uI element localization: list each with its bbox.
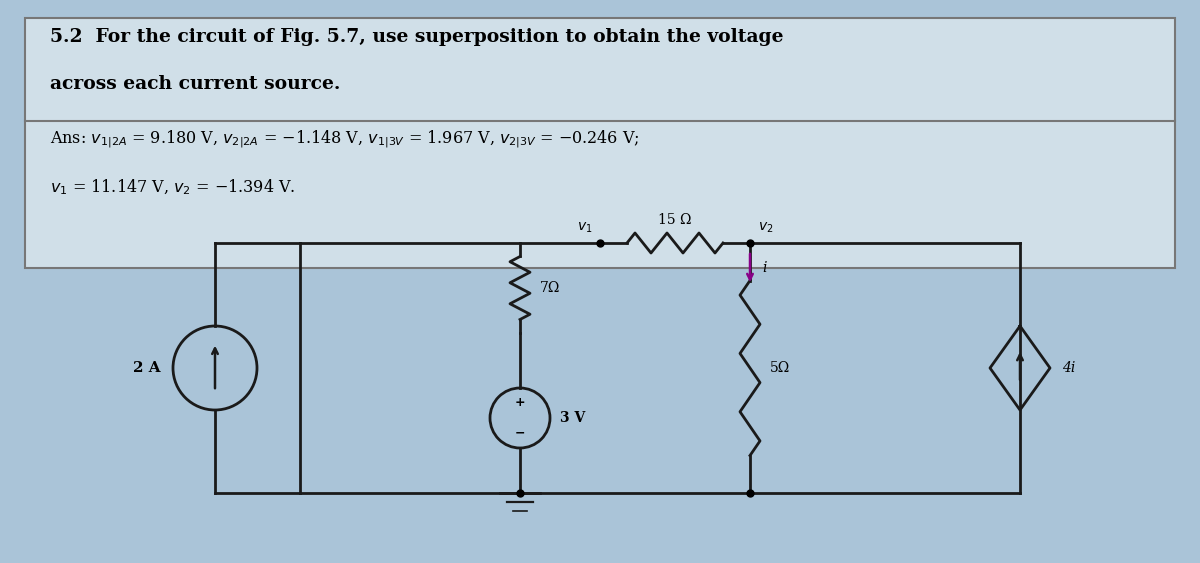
Text: 3 V: 3 V	[560, 411, 586, 425]
Text: $v_2$: $v_2$	[758, 221, 774, 235]
Text: 7Ω: 7Ω	[540, 281, 560, 295]
Text: $v_1$ = 11.147 V, $v_2$ = $-$1.394 V.: $v_1$ = 11.147 V, $v_2$ = $-$1.394 V.	[50, 178, 295, 198]
Text: 5Ω: 5Ω	[770, 361, 791, 375]
Text: −: −	[515, 427, 526, 440]
Text: 5.2  For the circuit of Fig. 5.7, use superposition to obtain the voltage: 5.2 For the circuit of Fig. 5.7, use sup…	[50, 28, 784, 46]
Text: 2 A: 2 A	[133, 361, 161, 375]
Text: $v_1$: $v_1$	[576, 221, 592, 235]
Text: +: +	[515, 396, 526, 409]
Text: across each current source.: across each current source.	[50, 75, 341, 93]
Text: i: i	[762, 261, 767, 275]
Bar	[25, 18, 1175, 268]
Text: 15 Ω: 15 Ω	[659, 213, 691, 227]
Text: 4i: 4i	[1062, 361, 1075, 375]
Text: Ans: $v_{1|2A}$ = 9.180 V, $v_{2|2A}$ = $-$1.148 V, $v_{1|3V}$ = 1.967 V, $v_{2|: Ans: $v_{1|2A}$ = 9.180 V, $v_{2|2A}$ = …	[50, 128, 640, 150]
